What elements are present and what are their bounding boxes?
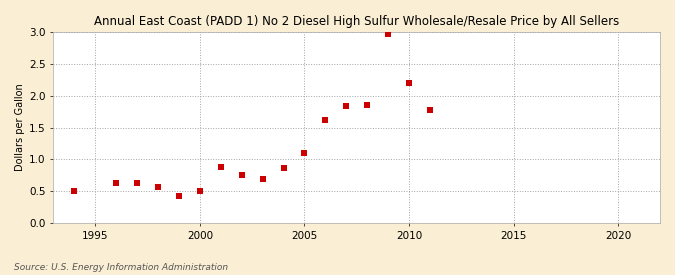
Point: [341, 104, 352, 109]
Point: [257, 176, 268, 181]
Point: [194, 189, 205, 193]
Point: [383, 32, 394, 36]
Point: [173, 194, 184, 198]
Point: [215, 165, 226, 169]
Point: [153, 185, 163, 189]
Text: Source: U.S. Energy Information Administration: Source: U.S. Energy Information Administ…: [14, 263, 227, 272]
Point: [425, 108, 435, 112]
Point: [236, 173, 247, 178]
Point: [320, 118, 331, 122]
Point: [362, 103, 373, 108]
Point: [69, 189, 80, 193]
Point: [404, 81, 414, 85]
Point: [299, 151, 310, 155]
Point: [111, 181, 122, 185]
Title: Annual East Coast (PADD 1) No 2 Diesel High Sulfur Wholesale/Resale Price by All: Annual East Coast (PADD 1) No 2 Diesel H…: [94, 15, 620, 28]
Y-axis label: Dollars per Gallon: Dollars per Gallon: [15, 84, 25, 171]
Point: [132, 181, 142, 185]
Point: [278, 166, 289, 170]
